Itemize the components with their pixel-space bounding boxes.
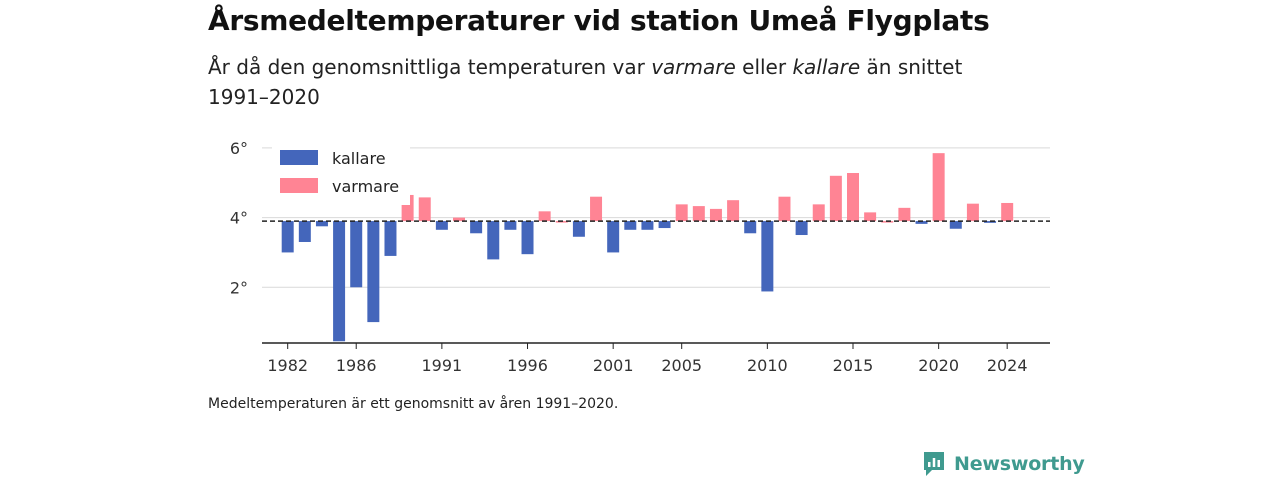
bar-1992 <box>453 217 465 222</box>
brand-name: Newsworthy <box>954 453 1085 475</box>
x-tick-label: 2005 <box>661 356 702 375</box>
bar-2023 <box>984 221 997 223</box>
bar-2000 <box>590 196 603 222</box>
bar-1988 <box>384 221 397 256</box>
bar-1993 <box>470 221 483 234</box>
x-tick-label: 2015 <box>833 356 874 375</box>
chart-title: Årsmedeltemperaturer vid station Umeå Fl… <box>208 4 990 37</box>
chart-subtitle: År då den genomsnittliga temperaturen va… <box>208 52 1028 112</box>
bar-1999 <box>572 221 585 237</box>
bar-2006 <box>692 206 705 222</box>
bar-2013 <box>812 204 825 222</box>
x-tick-label: 2020 <box>918 356 959 375</box>
bar-1997 <box>538 211 551 222</box>
bar-2005 <box>675 204 688 222</box>
subtitle-text-2: eller <box>735 55 793 79</box>
bar-1986 <box>350 221 363 288</box>
subtitle-emphasis-warmer: varmare <box>651 55 736 79</box>
bar-2019 <box>915 221 928 224</box>
legend-label-kallare: kallare <box>332 149 386 168</box>
bar-2015 <box>847 173 859 222</box>
bar-2010 <box>761 221 774 292</box>
bar-2008 <box>727 200 740 222</box>
bar-2011 <box>778 196 791 222</box>
legend-swatch-kallare <box>280 150 318 165</box>
bar-2018 <box>898 207 911 222</box>
bar-1989 <box>401 194 414 222</box>
y-tick-label: 4° <box>230 209 248 228</box>
bar-1985 <box>333 221 346 342</box>
bar-2024 <box>1001 202 1014 222</box>
bar-2009 <box>744 221 757 234</box>
bar-2016 <box>864 212 877 222</box>
bar-2002 <box>624 221 637 230</box>
newsworthy-logo-icon <box>924 452 944 476</box>
axes: 2° 4° 6° 1982 1986 1991 1996 2001 2005 2010 2015 20… <box>230 139 1050 375</box>
footnote: Medeltemperaturen är ett genomsnitt av å… <box>208 396 619 412</box>
legend: kallare varmare <box>272 143 410 205</box>
x-tick-label: 1996 <box>507 356 548 375</box>
bar-1996 <box>521 221 534 255</box>
bar-1984 <box>315 221 328 227</box>
bar-2022 <box>966 203 979 222</box>
bars <box>281 153 1014 342</box>
x-tick-label: 1991 <box>422 356 463 375</box>
y-tick-label: 6° <box>230 139 248 158</box>
legend-label-varmare: varmare <box>332 177 399 196</box>
bar-1987 <box>367 221 380 323</box>
bar-1994 <box>487 221 500 260</box>
subtitle-text-3: än snittet 1991–2020 <box>208 55 963 109</box>
y-tick-label: 2° <box>230 278 248 297</box>
newsworthy-logo: Newsworthy <box>922 450 1085 478</box>
bar-2014 <box>829 175 842 222</box>
x-tick-label: 1986 <box>336 356 377 375</box>
bar-2001 <box>607 221 620 253</box>
x-tick-label: 2010 <box>747 356 788 375</box>
bar-1991 <box>435 221 448 230</box>
bar-2004 <box>658 221 671 229</box>
bar-1982 <box>281 221 294 253</box>
x-tick-label: 2024 <box>987 356 1028 375</box>
bar-2007 <box>709 208 722 222</box>
bar-2021 <box>949 221 962 229</box>
legend-swatch-varmare <box>280 178 318 193</box>
bar-2012 <box>795 221 808 236</box>
subtitle-text-1: År då den genomsnittliga temperaturen va… <box>208 55 652 79</box>
x-tick-label: 2001 <box>593 356 634 375</box>
x-tick-label: 1982 <box>267 356 308 375</box>
bar-1995 <box>504 221 517 230</box>
bar-2020 <box>932 153 945 222</box>
subtitle-emphasis-colder: kallare <box>792 55 861 79</box>
bar-1990 <box>418 197 431 222</box>
bar-2003 <box>641 221 654 230</box>
bar-1983 <box>298 221 311 242</box>
